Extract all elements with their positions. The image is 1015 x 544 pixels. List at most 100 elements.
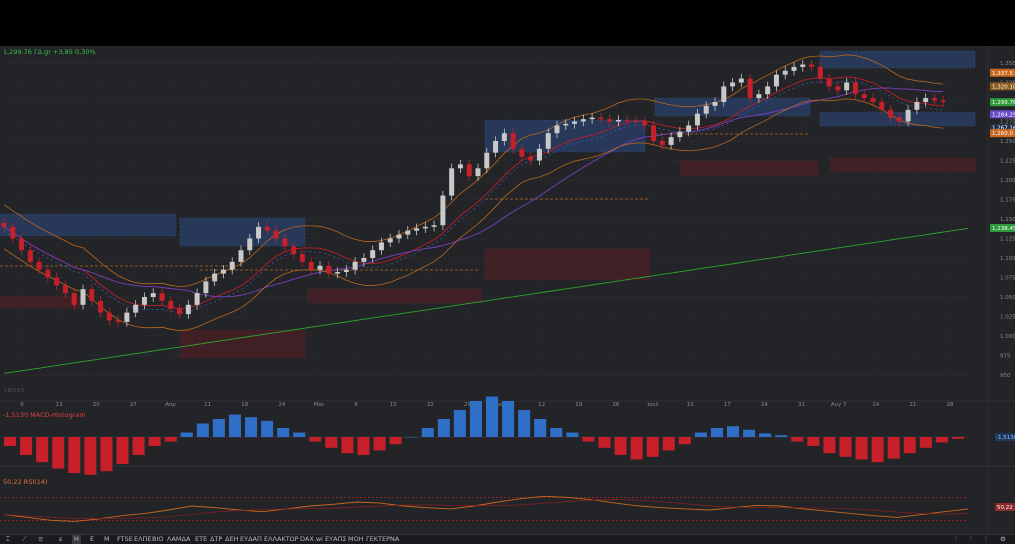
candle-body — [721, 86, 727, 102]
date-tick-label: Ιουλ — [647, 402, 659, 408]
sma-50-line — [3, 87, 944, 298]
toolbar-item[interactable]: ΔΤΡ — [210, 535, 223, 543]
macd-bar — [180, 432, 193, 437]
toolbar-item[interactable]: Ε — [90, 535, 95, 543]
price-zone — [819, 50, 976, 69]
cursor-tool-icon[interactable]: ⌶ — [6, 535, 10, 543]
candle-body — [589, 117, 595, 120]
macd-bar — [309, 437, 322, 442]
toolbar-item[interactable]: ΒΙΟ — [152, 535, 164, 543]
toolbar-item[interactable]: ΔΕΗ — [225, 535, 239, 543]
chart-type-icon[interactable]: ⫶ — [970, 535, 972, 543]
toolbar-item[interactable]: ΕΤΕ — [195, 535, 208, 543]
candle-body — [484, 152, 490, 169]
price-tick-label: 1.125 — [1000, 237, 1015, 243]
candle-body — [826, 78, 832, 87]
candle-body — [194, 293, 200, 305]
price-badge — [990, 82, 1015, 91]
candle-body — [133, 304, 139, 313]
toolbar-item[interactable]: ε — [59, 535, 63, 543]
macd-bar — [277, 428, 290, 437]
chart-area[interactable]: 1.3501.3251.3001.2751.2501.2251.2001.175… — [0, 46, 1015, 536]
macd-bar — [405, 437, 418, 438]
candle-body — [27, 250, 33, 262]
macd-bar — [662, 437, 675, 451]
candle-body — [651, 125, 657, 141]
macd-bar — [164, 437, 177, 442]
date-tick-label: 22 — [427, 402, 434, 408]
date-tick-label: 17 — [724, 402, 731, 408]
toolbar-item[interactable]: ΕΛΛΑΚΤΩΡ — [264, 535, 299, 543]
macd-bar — [261, 420, 274, 437]
candle-body — [879, 102, 885, 110]
candle-body — [730, 82, 736, 87]
candle-body — [598, 117, 604, 120]
date-tick-label: 13 — [56, 402, 63, 408]
toolbar-item[interactable]: ΕΥΔΑΠ — [240, 535, 262, 543]
macd-bar — [196, 423, 209, 437]
candle-body — [141, 297, 147, 305]
candle-body — [931, 98, 937, 101]
macd-bar — [582, 437, 595, 442]
macd-bar — [566, 432, 579, 437]
date-tick-label: 10 — [687, 402, 694, 408]
macd-bar — [245, 417, 258, 437]
chart-type-icon[interactable]: ⫶ — [985, 535, 987, 543]
toolbar-item[interactable]: ΓΕΚΤΕΡΝΑ — [366, 535, 400, 543]
candle-body — [782, 70, 788, 75]
macd-bar — [228, 414, 241, 437]
candle-body — [159, 293, 165, 301]
toolbar-item[interactable]: DAX.wi — [300, 535, 323, 543]
date-tick-label: 19 — [575, 402, 582, 408]
candle-body — [19, 238, 25, 251]
toolbar-item[interactable]: ΕΛΠΕ — [134, 535, 152, 543]
macd-bar — [100, 437, 113, 472]
candle-body — [440, 195, 446, 226]
candle-body — [449, 168, 455, 196]
macd-bar — [132, 437, 145, 455]
menu-lines-icon[interactable]: ≡ — [38, 535, 44, 543]
macd-bar — [518, 410, 531, 437]
candle-body — [677, 131, 683, 138]
toolbar-item[interactable]: ΜΟΗ — [348, 535, 364, 543]
price-badge — [990, 123, 1015, 132]
draw-line-icon[interactable]: ⟋ — [22, 535, 27, 543]
toolbar-item[interactable]: Μ — [104, 535, 110, 543]
sma-20-line — [3, 76, 944, 310]
price-badge — [990, 98, 1015, 107]
macd-bar — [598, 437, 611, 448]
bottom-toolbar: ⌶ ⟋ ≡ ε Η Ε Μ FTSE ΕΛΠΕ ΒΙΟ ΛΑΜΔΑ ΕΤΕ ΔΤ… — [0, 534, 1015, 544]
candle-body — [747, 78, 753, 99]
macd-bar — [148, 437, 161, 446]
candle-body — [563, 123, 569, 126]
date-tick-label: 31 — [798, 402, 805, 408]
settings-icon[interactable]: ⚙ — [1000, 535, 1006, 543]
toolbar-item[interactable]: FTSE — [117, 535, 133, 543]
macd-bar — [630, 437, 643, 460]
macd-bar — [550, 428, 563, 437]
date-tick-label: Μαι — [314, 402, 324, 408]
candle-body — [124, 312, 130, 322]
chart-canvas[interactable]: 1.3501.3251.3001.2751.2501.2251.2001.175… — [0, 46, 1015, 536]
chart-type-icon[interactable]: ⫶ — [955, 535, 957, 543]
macd-bar — [743, 429, 756, 437]
candle-body — [580, 119, 586, 122]
rsi-label: 50,22 RSI(14) — [3, 478, 48, 486]
candle-body — [54, 277, 60, 286]
toolbar-item[interactable]: Η — [72, 535, 81, 544]
toolbar-item[interactable]: ΛΑΜΔΑ — [167, 535, 191, 543]
macd-bar — [855, 437, 868, 460]
price-tick-label: 1.100 — [1000, 256, 1015, 262]
price-tick-label: 1.175 — [1000, 198, 1015, 204]
toolbar-item[interactable]: ΕΥΑΠΣ — [325, 535, 347, 543]
candle-body — [378, 242, 384, 251]
macd-bar — [903, 437, 916, 454]
price-badge-text: 1,138.45 — [992, 226, 1015, 232]
candle-body — [659, 141, 665, 145]
macd-bar — [4, 437, 17, 446]
candle-body — [844, 82, 850, 91]
candle-body — [256, 226, 262, 239]
price-zone — [0, 213, 177, 237]
candle-body — [835, 86, 841, 91]
candle-body — [387, 238, 393, 243]
